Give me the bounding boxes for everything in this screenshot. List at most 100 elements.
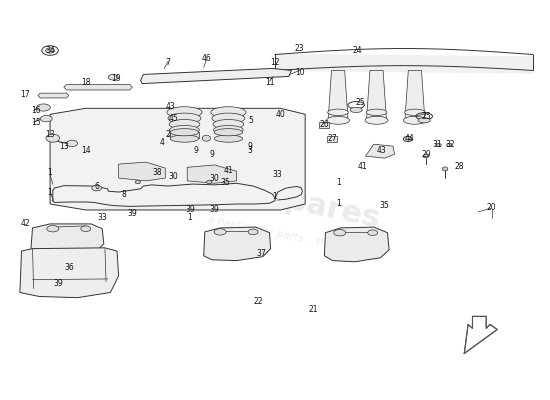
Ellipse shape bbox=[211, 107, 246, 118]
Ellipse shape bbox=[92, 185, 102, 191]
Ellipse shape bbox=[418, 118, 430, 123]
Text: 17: 17 bbox=[20, 90, 30, 99]
Text: 35: 35 bbox=[380, 202, 389, 210]
Text: 8: 8 bbox=[122, 190, 126, 198]
Polygon shape bbox=[64, 84, 133, 90]
Text: 22: 22 bbox=[254, 297, 263, 306]
Text: 14: 14 bbox=[81, 146, 91, 155]
Ellipse shape bbox=[168, 113, 201, 124]
Polygon shape bbox=[187, 165, 236, 183]
Text: 4: 4 bbox=[160, 138, 165, 147]
Ellipse shape bbox=[365, 116, 388, 124]
Polygon shape bbox=[141, 68, 292, 84]
Ellipse shape bbox=[47, 226, 59, 232]
Text: 20: 20 bbox=[487, 204, 497, 212]
Ellipse shape bbox=[81, 226, 91, 232]
Text: 27: 27 bbox=[328, 134, 337, 143]
Text: 38: 38 bbox=[152, 168, 162, 176]
Text: 1: 1 bbox=[273, 192, 277, 200]
Polygon shape bbox=[31, 224, 104, 255]
Text: 6: 6 bbox=[94, 182, 99, 190]
Text: a passion for parts... the finest: a passion for parts... the finest bbox=[207, 214, 365, 257]
Text: 32: 32 bbox=[446, 140, 455, 149]
Polygon shape bbox=[328, 70, 348, 118]
Text: 25: 25 bbox=[355, 98, 365, 107]
Ellipse shape bbox=[170, 129, 199, 136]
Ellipse shape bbox=[248, 229, 258, 235]
Ellipse shape bbox=[169, 126, 199, 134]
Polygon shape bbox=[324, 227, 389, 262]
Text: 2: 2 bbox=[166, 130, 170, 139]
Polygon shape bbox=[366, 144, 394, 158]
Ellipse shape bbox=[135, 180, 141, 184]
Text: 39: 39 bbox=[210, 206, 219, 214]
Text: 33: 33 bbox=[273, 170, 283, 178]
Text: 42: 42 bbox=[20, 220, 30, 228]
Text: 9: 9 bbox=[193, 146, 198, 155]
Ellipse shape bbox=[214, 135, 243, 142]
Polygon shape bbox=[319, 122, 329, 128]
Text: 18: 18 bbox=[81, 78, 91, 87]
Text: 39: 39 bbox=[53, 279, 63, 288]
Ellipse shape bbox=[212, 113, 245, 124]
Text: 43: 43 bbox=[166, 102, 175, 111]
Text: 45: 45 bbox=[169, 114, 178, 123]
Text: 21: 21 bbox=[309, 305, 318, 314]
Text: 10: 10 bbox=[295, 68, 305, 77]
Ellipse shape bbox=[108, 74, 118, 80]
Ellipse shape bbox=[368, 230, 378, 236]
Text: eurospares: eurospares bbox=[189, 166, 383, 234]
Ellipse shape bbox=[206, 180, 212, 184]
Ellipse shape bbox=[46, 48, 54, 53]
Polygon shape bbox=[119, 162, 166, 181]
Ellipse shape bbox=[46, 134, 59, 142]
Ellipse shape bbox=[37, 104, 51, 111]
Text: 33: 33 bbox=[97, 214, 107, 222]
Text: 9: 9 bbox=[210, 150, 215, 159]
Polygon shape bbox=[170, 132, 199, 138]
Ellipse shape bbox=[423, 154, 428, 158]
Text: 39: 39 bbox=[128, 210, 138, 218]
Text: 44: 44 bbox=[405, 134, 414, 143]
Text: 9: 9 bbox=[248, 142, 253, 151]
Text: 1: 1 bbox=[336, 178, 340, 186]
Text: 41: 41 bbox=[223, 166, 233, 175]
Ellipse shape bbox=[170, 131, 199, 140]
Ellipse shape bbox=[447, 143, 452, 146]
Ellipse shape bbox=[403, 136, 412, 142]
Polygon shape bbox=[327, 136, 337, 142]
Text: 36: 36 bbox=[64, 263, 74, 272]
Ellipse shape bbox=[170, 135, 199, 142]
Polygon shape bbox=[20, 248, 119, 298]
Text: 37: 37 bbox=[256, 249, 266, 258]
Polygon shape bbox=[464, 316, 497, 354]
Ellipse shape bbox=[327, 116, 350, 124]
Polygon shape bbox=[204, 227, 271, 260]
Text: 16: 16 bbox=[31, 106, 41, 115]
Text: 15: 15 bbox=[31, 118, 41, 127]
Text: 1: 1 bbox=[48, 188, 52, 196]
Ellipse shape bbox=[213, 120, 244, 129]
Text: 12: 12 bbox=[270, 58, 280, 67]
Text: 26: 26 bbox=[320, 120, 329, 129]
Text: 24: 24 bbox=[353, 46, 362, 55]
Ellipse shape bbox=[214, 229, 226, 235]
Text: 1: 1 bbox=[336, 200, 340, 208]
Ellipse shape bbox=[67, 140, 78, 146]
Text: 41: 41 bbox=[358, 162, 367, 171]
Text: 5: 5 bbox=[248, 116, 253, 125]
Text: 28: 28 bbox=[454, 162, 464, 171]
Polygon shape bbox=[38, 93, 69, 98]
Text: 30: 30 bbox=[210, 174, 219, 182]
Ellipse shape bbox=[169, 120, 200, 129]
Text: 43: 43 bbox=[377, 146, 387, 155]
Text: 40: 40 bbox=[276, 110, 285, 119]
Ellipse shape bbox=[213, 126, 243, 134]
Ellipse shape bbox=[436, 143, 441, 146]
Text: 19: 19 bbox=[111, 74, 120, 83]
Text: 13: 13 bbox=[45, 130, 55, 139]
Text: 29: 29 bbox=[421, 150, 431, 159]
Text: 1: 1 bbox=[48, 168, 52, 176]
Text: 13: 13 bbox=[59, 142, 69, 151]
Text: 25: 25 bbox=[421, 112, 431, 121]
